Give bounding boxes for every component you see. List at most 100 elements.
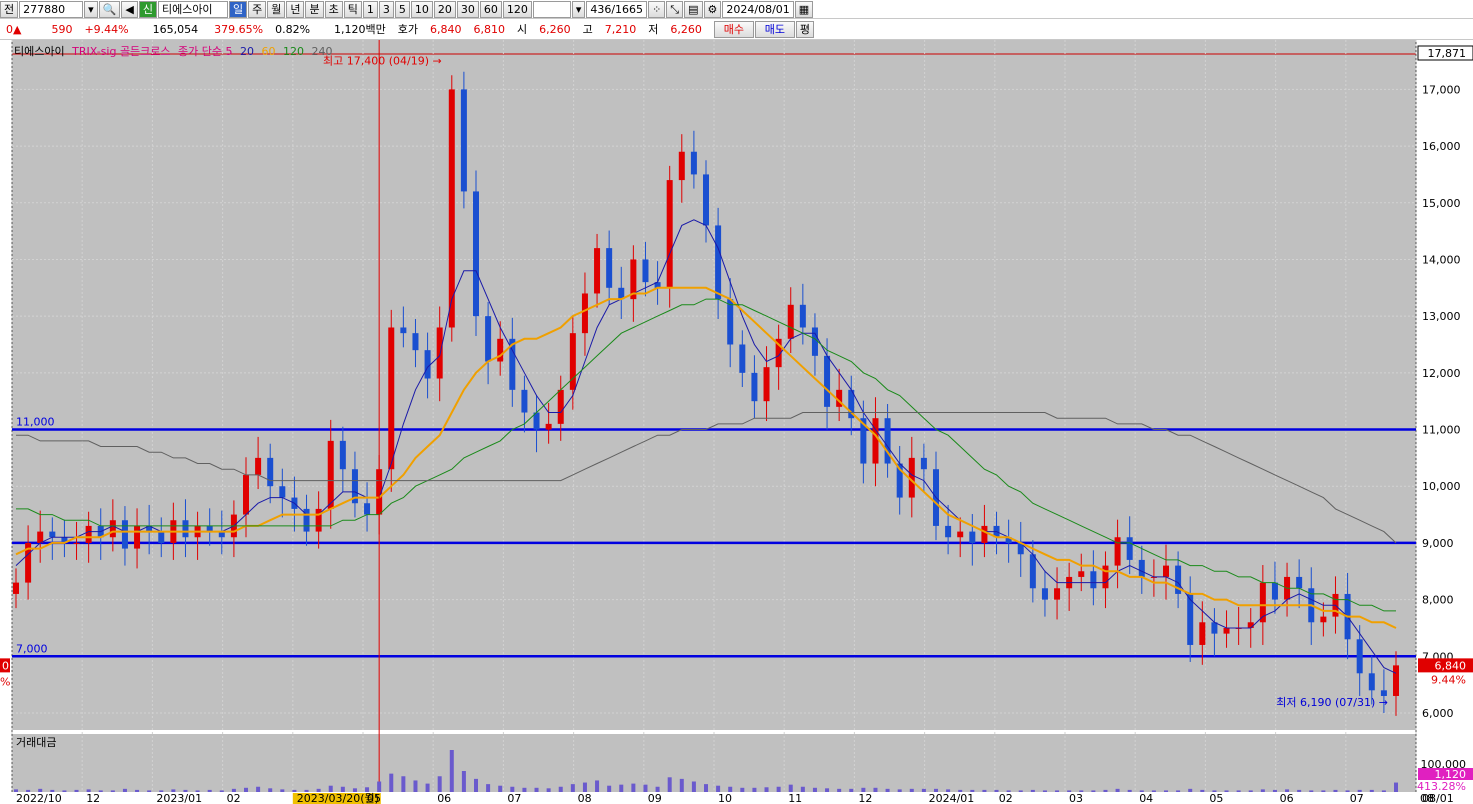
volume-bar — [1236, 790, 1241, 792]
candle-body — [509, 338, 516, 390]
interval-custom-input[interactable] — [532, 0, 571, 18]
search-icon[interactable]: 🔍 — [98, 0, 121, 18]
volume-bar — [1224, 790, 1229, 792]
dropdown-chevron-icon[interactable]: ▾ — [84, 0, 98, 18]
volume-bar — [1067, 790, 1072, 792]
candle-body — [303, 508, 310, 532]
candle-body — [884, 418, 891, 464]
candle-body — [920, 457, 927, 470]
candle-body — [896, 463, 903, 498]
volume-bar — [1309, 790, 1314, 792]
candle-body — [751, 372, 758, 402]
grid-icon[interactable]: ⁘ — [648, 0, 666, 18]
calendar-icon[interactable]: ▦ — [794, 0, 814, 18]
volume-bar — [1272, 789, 1277, 792]
interval-30-button[interactable]: 30 — [456, 0, 479, 18]
save-icon[interactable]: ▤ — [684, 0, 703, 18]
date-input[interactable]: 2024/08/01 — [722, 0, 794, 18]
interval-10-button[interactable]: 10 — [410, 0, 433, 18]
volume-bar — [546, 788, 551, 792]
period-year-button[interactable]: 년 — [286, 0, 305, 18]
low-price: 6,260 — [670, 22, 702, 36]
candle-body — [969, 531, 976, 543]
interval-dropdown-icon[interactable]: ▾ — [571, 0, 586, 18]
candle-body — [121, 520, 128, 549]
candle-body — [545, 423, 552, 430]
gear-icon[interactable]: ⚙ — [703, 0, 722, 18]
period-tick-button[interactable]: 틱 — [343, 0, 362, 18]
volume-bar — [909, 788, 914, 792]
interval-5-button[interactable]: 5 — [394, 0, 410, 18]
candle-body — [521, 389, 528, 413]
volume-bar — [413, 780, 418, 792]
volume-bar — [752, 787, 757, 792]
volume-bar — [195, 790, 200, 792]
chart-legend: 티에스아이 TRIX-sig 골든크로스 종가 단순 5 20 60 120 2… — [14, 43, 337, 59]
price-chart[interactable]: 17,000 16,000 15,000 14,000 13,000 12,000 11,0… — [0, 40, 1473, 804]
volume-bar — [1200, 789, 1205, 792]
turnover-rate: 0.82% — [275, 22, 311, 36]
period-minute-button[interactable]: 분 — [305, 0, 324, 18]
period-month-button[interactable]: 월 — [267, 0, 286, 18]
volume-bar — [885, 788, 890, 792]
current-pct-tag: 9.44% — [1431, 673, 1466, 686]
candle-body — [206, 525, 213, 532]
stock-name-field[interactable]: 티에스아이 — [157, 0, 228, 18]
x-tick-label: 09 — [648, 792, 662, 804]
volume-bar — [728, 786, 733, 792]
volume-bar — [340, 786, 345, 792]
candle-body — [594, 248, 601, 294]
interval-60-button[interactable]: 60 — [479, 0, 502, 18]
candle-body — [424, 350, 431, 379]
y-tick-label: 12,000 — [1422, 367, 1461, 380]
market-selector[interactable]: 전 — [0, 0, 19, 18]
volume-bar — [268, 788, 273, 792]
x-tick-label: 2023/01 — [156, 792, 202, 804]
evaluate-button[interactable]: 평 — [795, 20, 815, 38]
candle-body — [158, 531, 165, 543]
sell-button[interactable]: 매도 — [754, 20, 795, 38]
x-tick-label: 10 — [718, 792, 732, 804]
volume-bar — [631, 783, 636, 792]
candle-body — [497, 338, 504, 362]
candle-body — [37, 531, 44, 543]
candle-body — [267, 457, 274, 487]
volume-bar — [837, 788, 842, 792]
x-tick-label: 04 — [1139, 792, 1153, 804]
volume-bar — [122, 788, 127, 792]
period-week-button[interactable]: 주 — [248, 0, 267, 18]
candle-body — [1102, 565, 1109, 589]
buy-button[interactable]: 매수 — [713, 20, 754, 38]
interval-1-button[interactable]: 1 — [362, 0, 378, 18]
interval-3-button[interactable]: 3 — [378, 0, 394, 18]
chart-area[interactable]: 17,000 16,000 15,000 14,000 13,000 12,000 11,0… — [0, 40, 1473, 804]
stock-code-input[interactable]: 277880 — [19, 0, 84, 18]
candle-body — [146, 525, 153, 532]
candle-body — [799, 304, 806, 328]
volume-bar — [1139, 790, 1144, 792]
crosshair-icon[interactable]: ⤡ — [666, 0, 684, 18]
candle-body — [339, 440, 346, 470]
volume-bar — [1018, 790, 1023, 792]
candle-body — [848, 389, 855, 419]
candle-body — [1150, 576, 1157, 578]
volume-bar — [619, 784, 624, 792]
candle-body — [73, 542, 80, 544]
speaker-icon[interactable]: ◀ — [121, 0, 138, 18]
period-second-button[interactable]: 초 — [324, 0, 343, 18]
period-day-button[interactable]: 일 — [228, 0, 248, 18]
interval-20-button[interactable]: 20 — [433, 0, 456, 18]
volume-panel-title: 거래대금 — [16, 736, 56, 749]
volume-tick-label: 100,000 — [1421, 758, 1467, 771]
current-price-tag-bg — [1418, 658, 1473, 673]
volume-pct-tag: 413.28% — [1417, 780, 1466, 793]
ma-line-20 — [15, 219, 1397, 674]
x-tick-label: 12 — [858, 792, 872, 804]
candle-body — [436, 327, 443, 379]
candle-body — [109, 520, 116, 538]
volume-bar — [437, 776, 442, 792]
volume-bar — [1260, 789, 1265, 792]
volume-bar — [86, 789, 91, 792]
ma-line-120 — [16, 298, 1396, 612]
interval-120-button[interactable]: 120 — [502, 0, 532, 18]
